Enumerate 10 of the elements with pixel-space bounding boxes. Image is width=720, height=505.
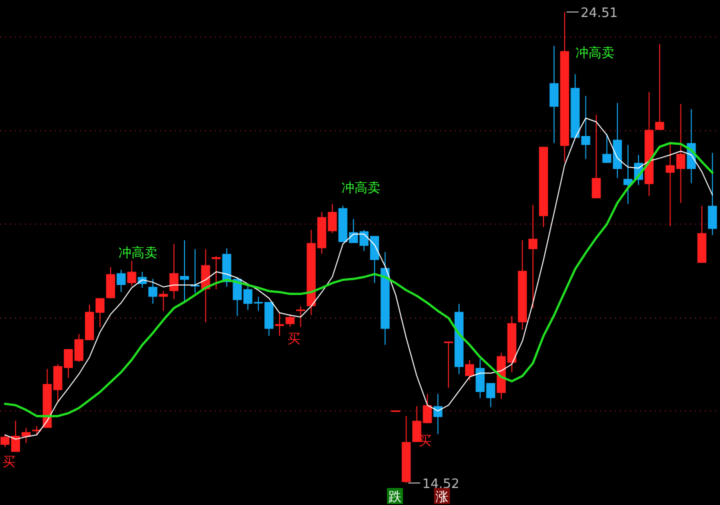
annotation: 24.51 xyxy=(580,6,618,21)
annotation: 买 xyxy=(288,332,300,347)
annotation: 冲高卖 xyxy=(342,180,380,196)
annotation: 14.52 xyxy=(422,477,460,492)
text: 跌 xyxy=(388,490,402,505)
text: 涨 xyxy=(436,490,448,505)
annotation: 冲高卖 xyxy=(576,45,614,61)
annotation: 冲高卖 xyxy=(118,245,158,261)
annotation: 买 xyxy=(2,455,16,470)
annotation: 买 xyxy=(418,434,432,449)
